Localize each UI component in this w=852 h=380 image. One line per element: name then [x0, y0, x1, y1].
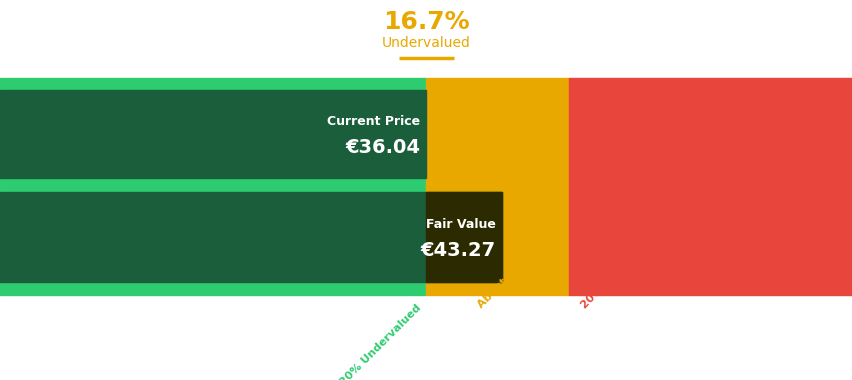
- Text: Fair Value: Fair Value: [425, 218, 495, 231]
- Bar: [0, 78, 426, 295]
- Bar: [0, 192, 501, 282]
- Text: About Right: About Right: [475, 250, 535, 310]
- Text: Undervalued: Undervalued: [382, 36, 470, 50]
- Text: Current Price: Current Price: [327, 115, 420, 128]
- Text: 20% Overvalued: 20% Overvalued: [579, 231, 657, 310]
- Bar: [568, 78, 852, 295]
- Text: €43.27: €43.27: [420, 241, 495, 260]
- Text: 16.7%: 16.7%: [383, 10, 469, 34]
- Bar: [426, 192, 501, 282]
- Text: €36.04: €36.04: [345, 138, 420, 157]
- Bar: [426, 78, 568, 295]
- Bar: [0, 90, 426, 178]
- Text: 20% Undervalued: 20% Undervalued: [338, 303, 423, 380]
